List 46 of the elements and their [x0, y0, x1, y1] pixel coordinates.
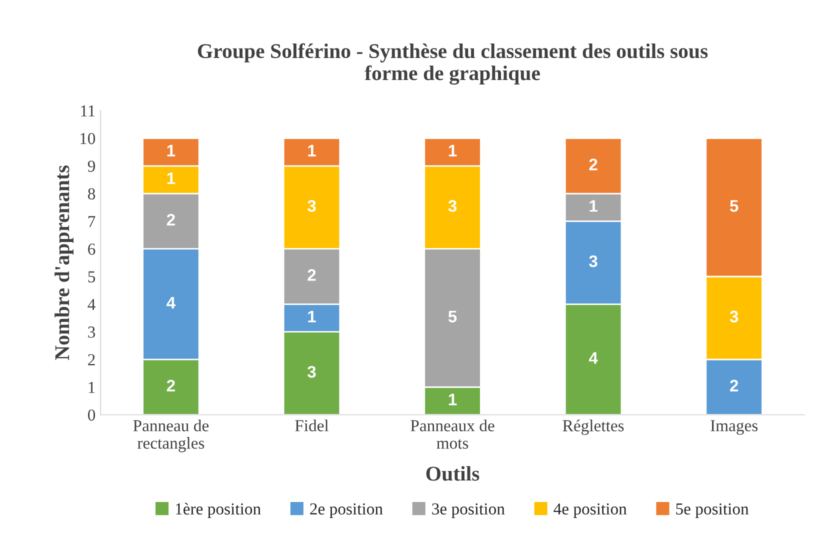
data-label: 4 [588, 352, 598, 364]
x-tick-label: Panneaux de mots [410, 420, 494, 449]
data-label: 1 [167, 144, 176, 156]
x-tick-label: Réglettes [562, 420, 624, 435]
data-label: 2 [589, 158, 598, 170]
data-label: 2 [730, 380, 738, 392]
data-label: 3 [589, 255, 598, 268]
y-tick-label: 3 [88, 326, 96, 338]
data-label: 3 [307, 200, 316, 212]
y-tick-label: 10 [80, 132, 96, 144]
chart-title: Groupe Solférino - Synthèse du classement des outils sous forme de graphique [198, 43, 708, 85]
y-tick-label: 9 [88, 160, 96, 172]
y-tick-label: 2 [88, 354, 95, 366]
data-label: 1 [590, 200, 598, 212]
legend-label: 1ère position [176, 502, 261, 518]
data-label: 3 [307, 366, 316, 378]
y-tick-label: 7 [88, 216, 96, 227]
data-label: 3 [448, 200, 457, 212]
data-label: 3 [730, 310, 738, 322]
data-label: 2 [308, 269, 316, 281]
data-label: 1 [308, 144, 316, 156]
legend-label: 3e position [432, 503, 505, 518]
legend-label: 2e position [310, 503, 383, 518]
legend-label: 5e position [676, 503, 749, 518]
y-tick-label: 11 [81, 105, 95, 116]
data-label: 2 [166, 214, 175, 226]
data-label: 4 [166, 296, 176, 308]
y-tick-label: 0 [88, 409, 96, 421]
legend-label: 4e position [554, 503, 627, 518]
x-tick-label: Fidel [295, 420, 329, 432]
x-tick-label: Images [710, 420, 758, 435]
y-tick-label: 4 [88, 298, 96, 310]
y-axis-title: Nombre d'apprenants [54, 165, 74, 360]
y-tick-label: 8 [88, 188, 96, 200]
x-axis-title: Outils [426, 466, 480, 481]
y-tick-label: 5 [88, 271, 96, 282]
data-label: 1 [448, 144, 457, 156]
data-label: 5 [730, 200, 738, 212]
data-label: 2 [166, 380, 175, 392]
data-label: 1 [448, 394, 457, 406]
y-tick-label: 6 [88, 244, 96, 255]
y-tick-label: 1 [88, 382, 95, 393]
x-tick-label: Panneau de rectangles [133, 420, 209, 452]
data-label: 1 [308, 310, 316, 322]
data-label: 1 [167, 172, 176, 184]
data-label: 5 [448, 310, 457, 322]
